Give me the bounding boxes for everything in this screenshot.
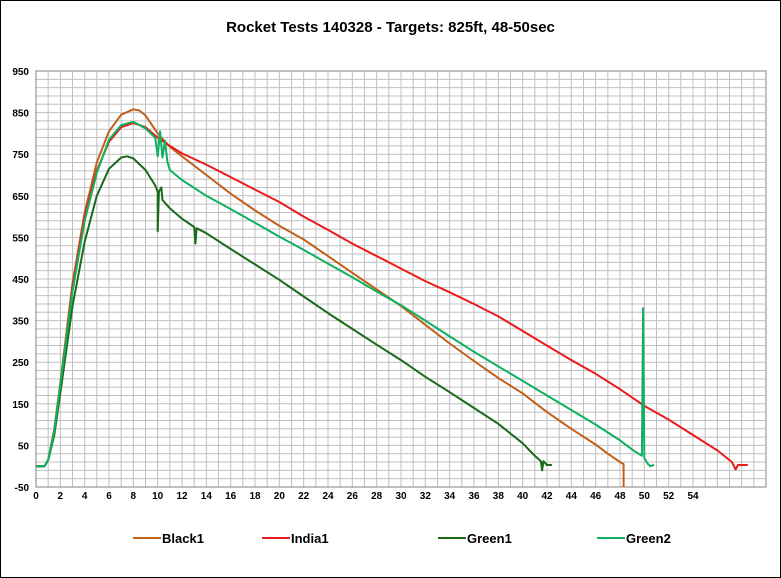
x-tick-label: 26 (347, 491, 359, 502)
x-tick-label: 16 (225, 491, 237, 502)
x-tick-label: 52 (663, 491, 675, 502)
x-tick-label: 50 (639, 491, 651, 502)
x-tick-label: 40 (517, 491, 529, 502)
y-tick-label: -50 (15, 483, 30, 494)
series-line-green2 (36, 120, 655, 468)
y-tick-label: 650 (12, 192, 29, 203)
y-tick-label: 350 (12, 317, 29, 328)
x-tick-label: 36 (468, 491, 480, 502)
legend-label: India1 (291, 531, 329, 546)
x-tick-label: 4 (82, 491, 88, 502)
x-tick-label: 42 (541, 491, 553, 502)
y-tick-label: 450 (12, 275, 29, 286)
y-tick-label: 50 (18, 441, 30, 452)
x-tick-label: 20 (274, 491, 286, 502)
x-tick-label: 32 (420, 491, 432, 502)
x-tick-label: 30 (395, 491, 407, 502)
y-tick-label: 950 (12, 67, 29, 78)
legend-label: Black1 (162, 531, 204, 546)
x-tick-label: 0 (33, 491, 39, 502)
x-tick-label: 28 (371, 491, 383, 502)
x-tick-label: 22 (298, 491, 310, 502)
x-axis-ticks: 0 2 4 6 8 10 12 14 16 18 20 22 24 26 28 30 32 34 36 38 40 42 4… (33, 491, 699, 502)
y-tick-label: 250 (12, 358, 29, 369)
grid-lines (35, 71, 766, 488)
series-line-green1 (36, 155, 552, 472)
legend-label: Green1 (467, 531, 512, 546)
y-axis-ticks: -50 50 150 250 350 450 550 650 750 850 950 (12, 67, 29, 494)
series-lines (36, 108, 748, 487)
y-tick-label: 150 (12, 400, 29, 411)
x-tick-label: 38 (493, 491, 505, 502)
x-tick-label: 24 (322, 491, 334, 502)
y-tick-label: 850 (12, 109, 29, 120)
x-tick-label: 44 (566, 491, 578, 502)
y-tick-label: 750 (12, 150, 29, 161)
chart-title: Rocket Tests 140328 - Targets: 825ft, 48… (226, 19, 555, 36)
x-tick-label: 14 (201, 491, 213, 502)
x-tick-label: 10 (152, 491, 164, 502)
series-line-black1 (36, 108, 625, 487)
x-tick-label: 2 (58, 491, 64, 502)
x-tick-label: 34 (444, 491, 456, 502)
legend-label: Green2 (626, 531, 671, 546)
x-tick-label: 48 (614, 491, 626, 502)
x-tick-label: 12 (176, 491, 188, 502)
x-tick-label: 54 (687, 491, 699, 502)
y-tick-label: 550 (12, 233, 29, 244)
x-tick-label: 6 (106, 491, 112, 502)
x-tick-label: 46 (590, 491, 602, 502)
x-tick-label: 8 (131, 491, 137, 502)
x-tick-label: 18 (249, 491, 261, 502)
legend: Black1 India1 Green1 Green2 (133, 531, 671, 546)
